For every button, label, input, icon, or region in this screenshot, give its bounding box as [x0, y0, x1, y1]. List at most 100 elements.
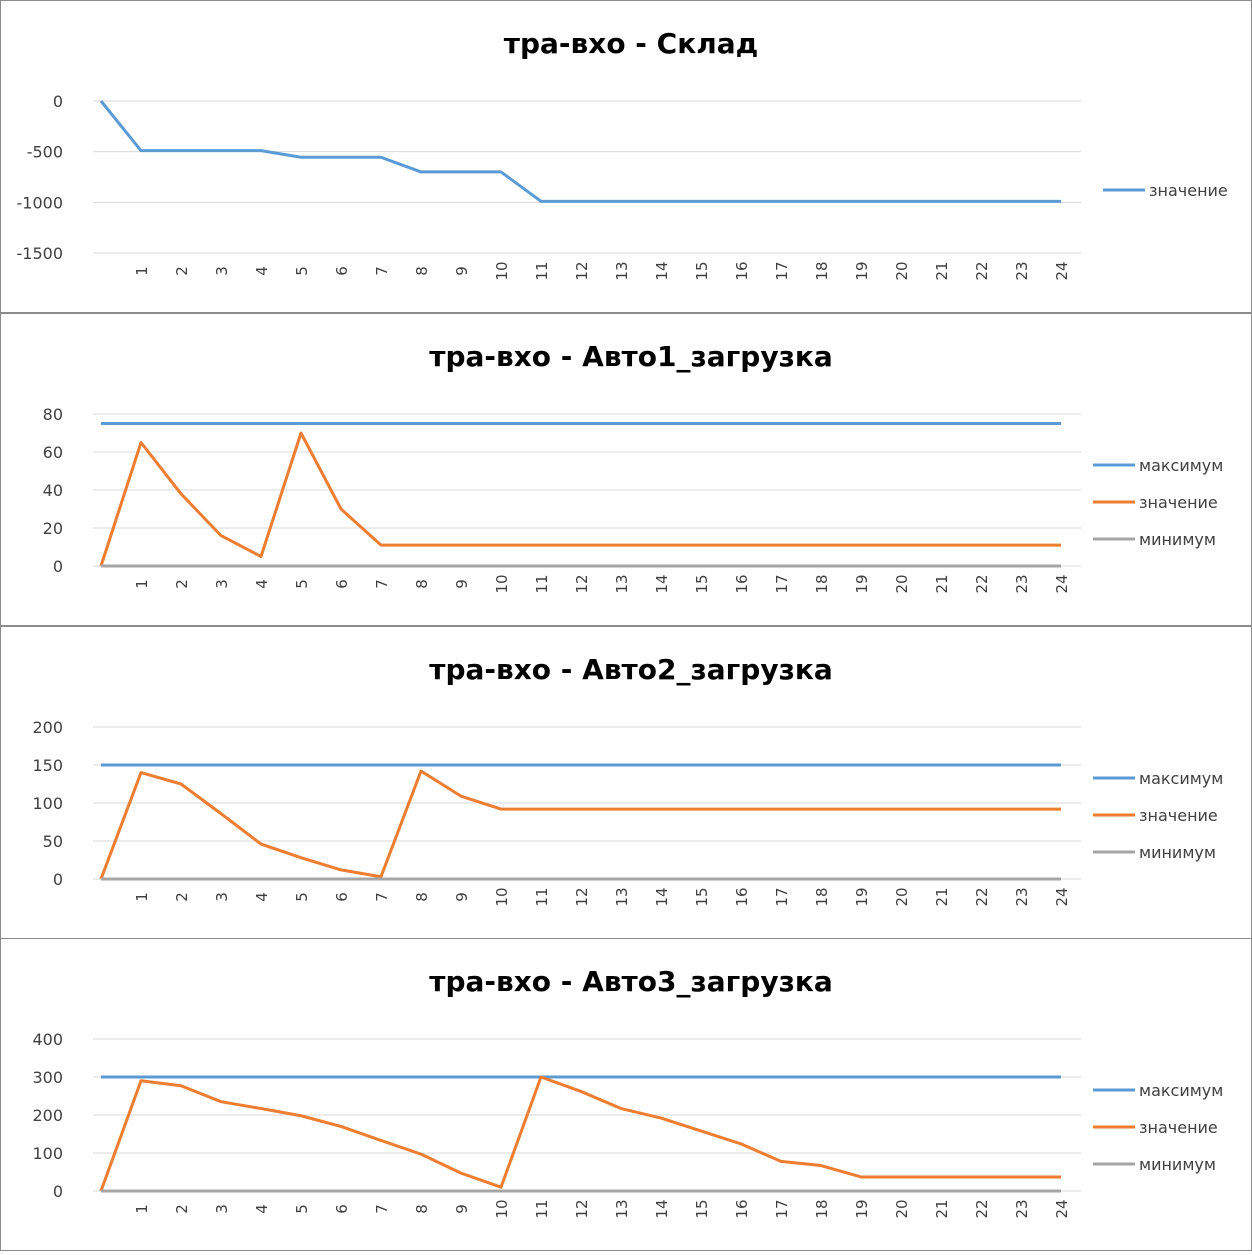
x-tick-label: 1 — [133, 579, 151, 589]
x-tick-label: 16 — [733, 887, 751, 906]
x-tick-label: 11 — [533, 1199, 551, 1218]
x-tick-label: 2 — [173, 1204, 191, 1214]
chart-title: тра-вхо - Авто1_загрузка — [429, 340, 833, 373]
x-tick-label: 13 — [613, 261, 631, 280]
x-tick-label: 18 — [813, 887, 831, 906]
x-tick-label: 10 — [493, 1199, 511, 1218]
x-tick-label: 4 — [253, 266, 271, 276]
x-tick-label: 7 — [373, 892, 391, 902]
x-tick-label: 16 — [733, 574, 751, 593]
x-tick-label: 2 — [173, 579, 191, 589]
x-tick-label: 2 — [173, 266, 191, 276]
x-tick-label: 17 — [773, 261, 791, 280]
legend-label: значение — [1139, 493, 1218, 512]
x-tick-label: 12 — [573, 261, 591, 280]
x-tick-label: 6 — [333, 892, 351, 902]
x-tick-label: 10 — [493, 574, 511, 593]
x-tick-label: 9 — [453, 1204, 471, 1214]
x-tick-label: 5 — [293, 892, 311, 902]
x-tick-label: 8 — [413, 892, 431, 902]
y-tick-label: -500 — [27, 143, 63, 162]
y-tick-label: 200 — [32, 718, 63, 737]
x-tick-label: 11 — [533, 887, 551, 906]
legend-label: значение — [1149, 181, 1228, 200]
x-tick-label: 14 — [653, 574, 671, 593]
x-tick-label: 4 — [253, 1204, 271, 1214]
x-tick-label: 5 — [293, 1204, 311, 1214]
x-tick-label: 20 — [893, 1199, 911, 1218]
x-tick-label: 23 — [1013, 261, 1031, 280]
y-tick-label: 0 — [53, 557, 63, 576]
legend-label: значение — [1139, 806, 1218, 825]
x-tick-label: 3 — [213, 266, 231, 276]
x-tick-label: 1 — [133, 892, 151, 902]
x-tick-label: 20 — [893, 261, 911, 280]
x-tick-label: 19 — [853, 1199, 871, 1218]
x-tick-label: 20 — [893, 887, 911, 906]
x-tick-label: 9 — [453, 266, 471, 276]
series-line-значение — [99, 100, 1061, 203]
series-line-значение — [99, 431, 1061, 567]
legend-label: максимум — [1139, 456, 1223, 475]
x-tick-label: 21 — [933, 261, 951, 280]
x-tick-label: 4 — [253, 892, 271, 902]
x-tick-label: 12 — [573, 887, 591, 906]
x-tick-label: 23 — [1013, 574, 1031, 593]
x-tick-label: 8 — [413, 579, 431, 589]
x-tick-label: 21 — [933, 1199, 951, 1218]
chart-title: тра-вхо - Авто2_загрузка — [429, 653, 833, 686]
x-tick-label: 10 — [493, 887, 511, 906]
x-tick-label: 14 — [653, 261, 671, 280]
chart-panel: тра-вхо - Авто3_загрузка 0 100 200 300 400 1 2 3… — [0, 938, 1252, 1251]
y-tick-label: -1000 — [17, 193, 64, 212]
x-tick-label: 7 — [373, 579, 391, 589]
y-tick-label: 60 — [43, 443, 63, 462]
y-tick-label: -1500 — [17, 244, 64, 263]
x-tick-label: 15 — [693, 1199, 711, 1218]
legend-label: минимум — [1139, 530, 1216, 549]
x-tick-label: 10 — [493, 261, 511, 280]
y-tick-label: 400 — [32, 1030, 63, 1049]
x-tick-label: 22 — [973, 574, 991, 593]
chart-panel: тра-вхо - Авто1_загрузка 0 20 40 60 80 1 2 3 4 5 6 7… — [0, 313, 1252, 626]
x-tick-label: 20 — [893, 574, 911, 593]
x-tick-label: 11 — [533, 574, 551, 593]
x-tick-label: 9 — [453, 579, 471, 589]
legend-label: максимум — [1139, 1081, 1223, 1100]
y-tick-label: 100 — [32, 794, 63, 813]
x-tick-label: 14 — [653, 887, 671, 906]
x-tick-label: 13 — [613, 574, 631, 593]
y-tick-label: 0 — [53, 1182, 63, 1201]
x-tick-label: 23 — [1013, 887, 1031, 906]
x-tick-label: 17 — [773, 1199, 791, 1218]
y-tick-label: 80 — [43, 405, 63, 424]
x-tick-label: 3 — [213, 579, 231, 589]
y-tick-label: 0 — [53, 92, 63, 111]
y-tick-label: 150 — [32, 756, 63, 775]
legend-label: минимум — [1139, 843, 1216, 862]
x-tick-label: 23 — [1013, 1199, 1031, 1218]
x-tick-label: 2 — [173, 892, 191, 902]
y-tick-label: 200 — [32, 1106, 63, 1125]
x-tick-label: 19 — [853, 887, 871, 906]
chart-panel: тра-вхо - Склад 0 -500 -1000 -1500 1 2 3 4 5 6 7 8 9 1… — [0, 0, 1252, 313]
x-tick-label: 1 — [133, 266, 151, 276]
x-tick-label: 21 — [933, 574, 951, 593]
y-tick-label: 100 — [32, 1144, 63, 1163]
x-tick-label: 5 — [293, 266, 311, 276]
x-tick-label: 7 — [373, 1204, 391, 1214]
x-tick-label: 3 — [213, 1204, 231, 1214]
x-tick-label: 17 — [773, 887, 791, 906]
x-tick-label: 8 — [413, 266, 431, 276]
x-tick-label: 15 — [693, 261, 711, 280]
y-tick-label: 50 — [43, 832, 63, 851]
y-tick-label: 300 — [32, 1068, 63, 1087]
x-tick-label: 15 — [693, 574, 711, 593]
legend-label: минимум — [1139, 1155, 1216, 1174]
x-tick-label: 14 — [653, 1199, 671, 1218]
x-tick-label: 8 — [413, 1204, 431, 1214]
x-tick-label: 24 — [1053, 887, 1071, 906]
x-tick-label: 13 — [613, 887, 631, 906]
